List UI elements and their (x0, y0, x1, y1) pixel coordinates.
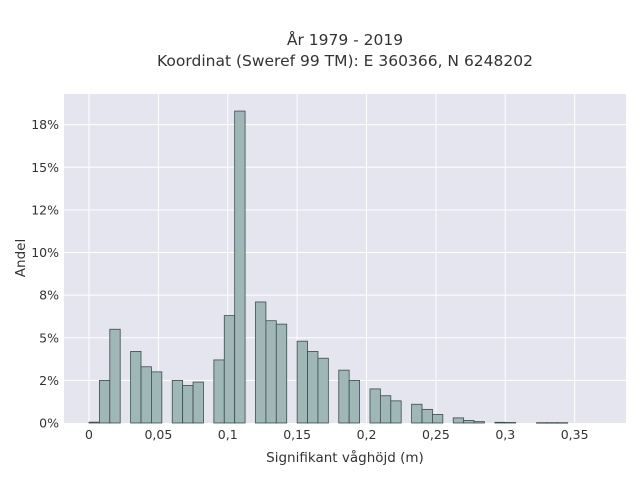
histogram-bar (296, 340, 308, 424)
y-tick-label: 2% (39, 373, 59, 388)
y-tick-label: 5% (39, 330, 59, 345)
y-tick-label: 18% (31, 117, 59, 132)
histogram-bar (338, 369, 350, 424)
histogram-bar (452, 417, 465, 424)
histogram-bar (171, 379, 184, 424)
bars (88, 110, 569, 424)
histogram-bar (536, 422, 548, 424)
x-tick-label: 0,25 (422, 427, 450, 442)
histogram-bar (379, 395, 392, 424)
histogram-bar (369, 388, 381, 424)
histogram-bar (151, 371, 163, 424)
histogram-bar (421, 408, 433, 424)
y-tick-label: 12% (31, 202, 59, 217)
histogram-bar (556, 422, 569, 424)
histogram-bar (130, 351, 142, 424)
histogram-bar (275, 323, 288, 424)
histogram-bar (109, 328, 121, 424)
histogram-bar (307, 351, 319, 424)
tick-labels: 0 0,05 0,1 0,15 0,2 0,25 0,3 0,35 0% 2% 5% 8% 10% 12%… (31, 117, 588, 442)
histogram-bar (213, 359, 225, 424)
x-tick-label: 0,15 (283, 427, 311, 442)
histogram-bar (390, 400, 402, 424)
y-tick-label: 8% (39, 288, 59, 303)
y-tick-label: 10% (31, 245, 59, 260)
histogram-bar (463, 420, 475, 424)
histogram-bar (182, 385, 194, 424)
histogram-bar (192, 381, 204, 424)
y-tick-label: 15% (31, 160, 59, 175)
histogram-bar (546, 422, 558, 424)
histogram-bar (494, 421, 506, 424)
x-tick-label: 0,1 (218, 427, 238, 442)
histogram-bar (98, 379, 111, 424)
y-axis-label: Andel (13, 239, 29, 277)
histogram-bar (234, 110, 246, 424)
histogram-bar (255, 301, 267, 424)
histogram-bar (88, 421, 100, 424)
x-tick-label: 0,35 (561, 427, 589, 442)
histogram-bar (223, 315, 236, 424)
plot-area (64, 94, 626, 423)
x-tick-label: 0,2 (357, 427, 377, 442)
histogram-bar (504, 422, 517, 424)
histogram-bar (432, 414, 444, 424)
x-tick-label: 0,3 (495, 427, 515, 442)
x-axis-label: Signifikant våghöjd (m) (266, 449, 424, 466)
histogram-bar (348, 379, 360, 424)
x-tick-label: 0,05 (144, 427, 172, 442)
y-tick-label: 0% (39, 416, 59, 431)
grid-lines (64, 94, 626, 423)
chart-title-line-2: Koordinat (Sweref 99 TM): E 360366, N 62… (157, 52, 533, 70)
histogram-bar (140, 366, 152, 424)
chart-title-line-1: År 1979 - 2019 (287, 30, 403, 49)
histogram-bar (411, 403, 423, 424)
histogram-bar (317, 357, 329, 424)
histogram-bar (265, 320, 277, 424)
x-tick-label: 0 (85, 427, 93, 442)
histogram-bar (473, 421, 485, 424)
